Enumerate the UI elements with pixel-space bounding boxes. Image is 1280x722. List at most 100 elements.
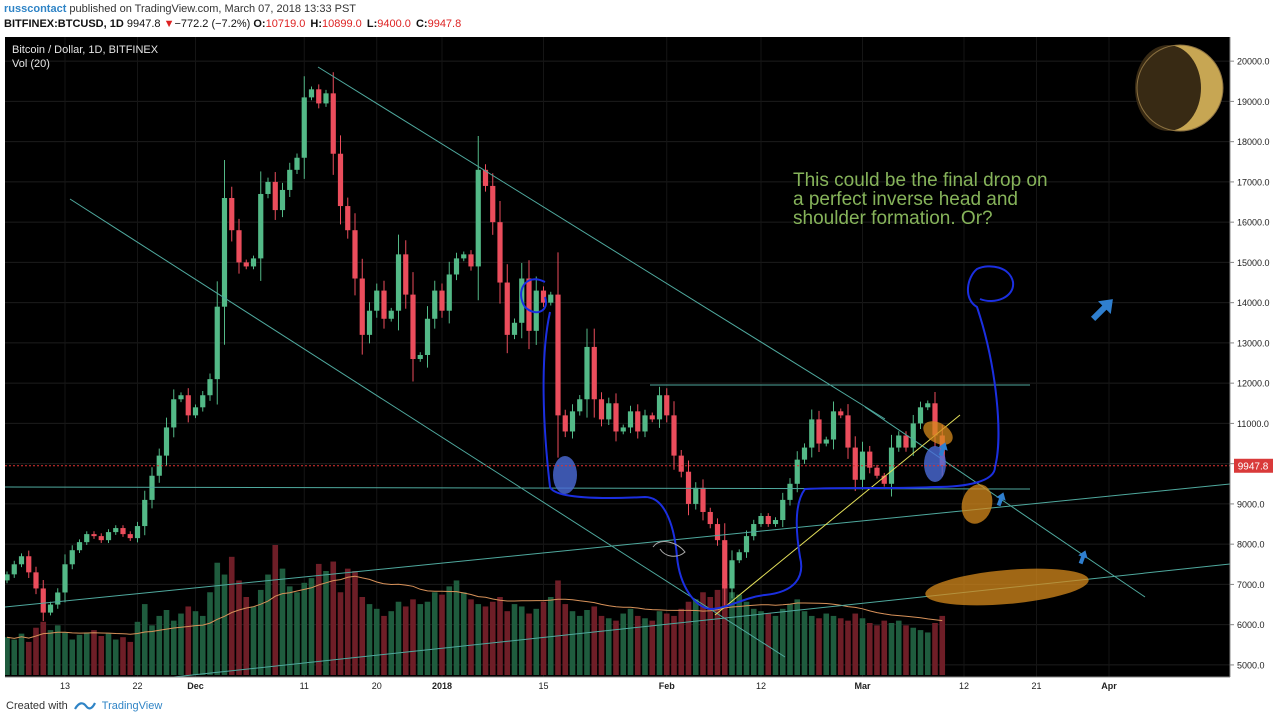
candle-body <box>388 310 394 319</box>
candle-body <box>838 411 844 416</box>
orange-ellipse-target <box>925 568 1089 606</box>
price-tick-label: 7000.0 <box>1237 580 1265 590</box>
candle-body <box>250 258 257 267</box>
volume-bar <box>511 604 518 675</box>
volume-bar <box>308 578 315 675</box>
small-arrow-icon <box>938 442 948 457</box>
candle-body <box>69 550 75 565</box>
candle-body <box>801 447 808 460</box>
time-tick-label: 22 <box>132 681 142 691</box>
price-axis[interactable]: 5000.06000.07000.08000.09000.010000.0110… <box>1230 57 1270 671</box>
candle-body <box>446 274 452 311</box>
volume-bar <box>758 611 764 675</box>
small-arrow-icon <box>996 492 1006 507</box>
candle-body <box>337 153 344 207</box>
footer: Created with TradingView <box>6 700 162 712</box>
candle-body <box>606 403 612 420</box>
price-tick-label: 9000.0 <box>1237 499 1265 509</box>
volume-bar <box>54 625 61 675</box>
candle-body <box>5 574 10 581</box>
time-tick-label: Dec <box>187 681 204 691</box>
candle-body <box>925 403 931 408</box>
volume-bar <box>910 627 917 675</box>
volume-bar <box>286 586 293 675</box>
symbol-label: BITFINEX:BTCUSD, 1D <box>4 18 124 30</box>
candle-body <box>294 157 300 170</box>
volume-bar <box>917 630 924 675</box>
price-chart[interactable]: 5000.06000.07000.08000.09000.010000.0110… <box>5 37 1277 695</box>
volume-bar <box>439 594 445 675</box>
candle-body <box>678 455 684 472</box>
volume-bar <box>105 633 112 675</box>
tradingview-logo-icon <box>73 702 96 710</box>
volume-bar <box>656 611 663 675</box>
volume-bar <box>47 630 54 675</box>
candle-body <box>758 515 764 525</box>
volume-bar <box>700 592 706 675</box>
small-arrow-icon <box>1078 550 1088 565</box>
annotation-text: This could be the final drop on a perfect… <box>793 170 1048 229</box>
candle-body <box>156 455 162 476</box>
candle-body <box>569 411 576 432</box>
candle-body <box>461 254 467 259</box>
tradingview-link[interactable]: TradingView <box>101 700 163 712</box>
volume-legend: Vol (20) <box>12 58 50 70</box>
candle-body <box>359 278 365 335</box>
candle-body <box>403 254 409 295</box>
volume-bar <box>402 606 409 675</box>
candle-body <box>424 318 431 355</box>
candle-body <box>243 262 249 267</box>
candle-body <box>591 346 597 400</box>
candle-body <box>722 540 728 589</box>
open-value: 10719.0 <box>265 18 306 30</box>
candle-body <box>656 395 663 420</box>
volume-bar <box>228 556 235 675</box>
volume-bar <box>221 574 228 675</box>
published-text: published on TradingView.com, March 07, … <box>69 3 357 15</box>
volume-bar <box>526 613 532 675</box>
author-link[interactable]: russcontact <box>4 3 67 15</box>
candle-body <box>555 294 561 416</box>
volume-bar <box>265 574 271 675</box>
candle-body <box>729 560 735 589</box>
candle-body <box>149 475 155 500</box>
volume-bar <box>381 615 387 675</box>
candle-body <box>780 499 786 521</box>
candle-body <box>693 487 699 504</box>
volume-bar <box>373 608 380 675</box>
volume-bar <box>134 621 141 675</box>
candle-body <box>823 439 829 444</box>
candle-body <box>896 435 902 448</box>
candle-body <box>366 310 373 335</box>
candle-body <box>635 411 641 432</box>
volume-bar <box>337 592 344 675</box>
candle-body <box>192 407 199 416</box>
candle-body <box>874 467 880 476</box>
candle-body <box>903 435 909 448</box>
candle-body <box>308 89 315 98</box>
volume-bar <box>627 608 634 675</box>
candle-body <box>91 534 97 537</box>
volume-bar <box>185 606 192 675</box>
candle-body <box>381 290 387 319</box>
time-axis[interactable]: 13 22 Dec 11 20 2018 15 Feb 12 Mar 12 21 Apr <box>60 681 1117 691</box>
candle-body <box>511 322 518 335</box>
candle-body <box>185 395 191 416</box>
candle-body <box>852 447 858 480</box>
price-change: −772.2 (−7.2%) <box>174 18 251 30</box>
volume-bar <box>83 632 90 675</box>
volume-bar <box>533 608 540 675</box>
candle-body <box>171 399 177 428</box>
volume-bar <box>250 606 257 675</box>
chart-area[interactable]: 5000.06000.07000.08000.09000.010000.0110… <box>5 37 1277 695</box>
blue-arrow-icon <box>1090 299 1113 322</box>
volume-bar <box>301 582 308 675</box>
created-with-label: Created with <box>6 700 68 712</box>
candle-body <box>316 89 322 104</box>
time-axis-bg <box>5 677 1277 695</box>
volume-bar <box>576 615 583 675</box>
volume-bar <box>816 618 822 675</box>
candle-body <box>11 564 17 575</box>
candle-body <box>127 534 133 539</box>
candle-body <box>533 290 539 331</box>
